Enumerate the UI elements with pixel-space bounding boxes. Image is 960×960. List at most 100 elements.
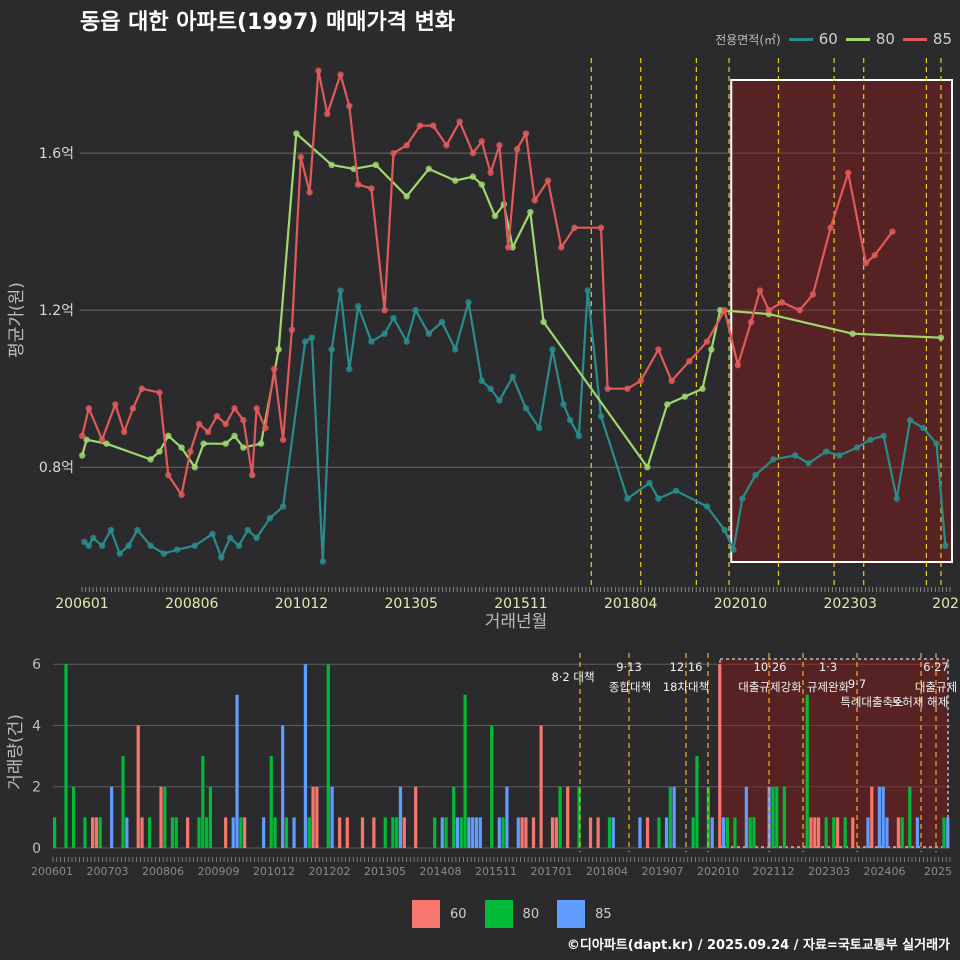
data-point-60 (906, 416, 914, 424)
x-tick-label: 201012 (275, 596, 328, 612)
data-point-80 (644, 464, 651, 471)
data-point-85 (98, 436, 106, 443)
data-point-80 (147, 456, 154, 463)
x-axis-label: 거래년월 (485, 612, 548, 632)
volume-bar (395, 817, 399, 848)
volume-bar (490, 725, 494, 848)
data-point-60 (655, 495, 662, 502)
data-point-80 (849, 330, 856, 337)
volume-bar (174, 817, 178, 848)
data-point-60 (792, 452, 799, 459)
data-point-60 (308, 334, 315, 341)
volume-bar (896, 817, 900, 848)
y-tick-label: 0.8억 (39, 460, 74, 476)
data-point-80 (527, 208, 534, 216)
data-point-85 (129, 405, 137, 412)
volume-bar (824, 817, 828, 848)
data-point-85 (324, 110, 331, 118)
x-tick-label: 200806 (165, 596, 219, 612)
data-point-85 (248, 471, 256, 479)
data-point-85 (756, 287, 764, 294)
volume-bar (463, 694, 467, 848)
data-point-85 (796, 306, 803, 314)
data-point-80 (491, 212, 499, 220)
data-point-60 (381, 330, 388, 337)
bar-x-tick-label: 201202 (309, 865, 351, 878)
volume-bar (866, 817, 870, 848)
event-label: 8·2 대책 (551, 670, 594, 684)
volume-bar (775, 786, 779, 848)
volume-bar (440, 817, 444, 848)
volume-bar (208, 786, 213, 848)
volume-bar (805, 694, 809, 848)
data-point-60 (805, 460, 812, 467)
data-point-85 (655, 346, 662, 353)
data-point-60 (597, 412, 605, 420)
x-tick-label: 201511 (494, 596, 547, 612)
data-point-85 (187, 448, 194, 455)
legend-line-icon (845, 37, 870, 41)
data-point-80 (540, 318, 547, 326)
data-point-60 (560, 401, 567, 408)
data-point-60 (867, 436, 874, 443)
bar-x-tick-label: 200806 (142, 865, 184, 878)
event-label: 6·27 (923, 660, 949, 674)
data-point-60 (191, 542, 198, 549)
data-point-85 (862, 259, 870, 267)
volume-bar (345, 817, 349, 848)
volume-bar (809, 817, 813, 848)
volume-bar (767, 786, 771, 848)
volume-bar (224, 817, 228, 848)
data-point-80 (83, 436, 90, 443)
data-point-60 (125, 542, 132, 549)
data-point-60 (721, 526, 728, 534)
data-point-85 (315, 67, 322, 74)
volume-bar (881, 786, 885, 848)
legend-title: 전용면적(㎡) (715, 32, 781, 47)
data-point-85 (354, 181, 362, 188)
data-point-80 (717, 306, 724, 314)
legend-top: 전용면적(㎡) 60 80 85 (715, 30, 952, 48)
volume-bar (611, 817, 615, 848)
bar-x-tick-label: 201511 (475, 865, 517, 878)
volume-bar (94, 817, 99, 848)
bar-x-tick-label: 200703 (87, 865, 129, 878)
volume-bar (338, 817, 342, 848)
volume-bar (273, 817, 277, 848)
data-point-60 (266, 515, 274, 522)
data-point-60 (235, 542, 243, 549)
data-point-85 (809, 291, 817, 298)
data-point-85 (138, 385, 146, 392)
volume-bar (946, 817, 950, 848)
volume-bar (201, 756, 205, 848)
bar-y-tick-label: 4 (32, 718, 41, 734)
volume-bar (186, 817, 190, 848)
data-point-85 (765, 306, 772, 314)
data-point-85 (165, 471, 172, 479)
data-point-60 (452, 346, 459, 353)
data-point-60 (90, 534, 97, 542)
volume-bar (718, 664, 722, 848)
volume-bar (657, 817, 661, 848)
volume-bar (771, 786, 775, 848)
data-point-85 (253, 405, 260, 412)
data-point-60 (403, 338, 410, 345)
volume-bar (98, 817, 102, 848)
volume-bar (110, 786, 114, 848)
event-label: 특례대출축소 (840, 695, 903, 709)
data-point-60 (85, 542, 93, 549)
event-label: 토허제 해제 (892, 695, 949, 709)
data-point-60 (487, 385, 494, 392)
data-point-80 (328, 161, 335, 169)
data-point-60 (107, 526, 115, 534)
series-line-60 (83, 289, 947, 563)
data-point-80 (509, 244, 516, 251)
volume-bar (596, 817, 600, 848)
volume-bar (645, 817, 650, 848)
volume-bar (558, 786, 562, 848)
data-point-60 (354, 303, 362, 310)
data-point-85 (381, 306, 388, 314)
data-point-60 (279, 503, 287, 510)
data-point-60 (160, 550, 168, 557)
legend-item-80: 80 (845, 30, 895, 48)
